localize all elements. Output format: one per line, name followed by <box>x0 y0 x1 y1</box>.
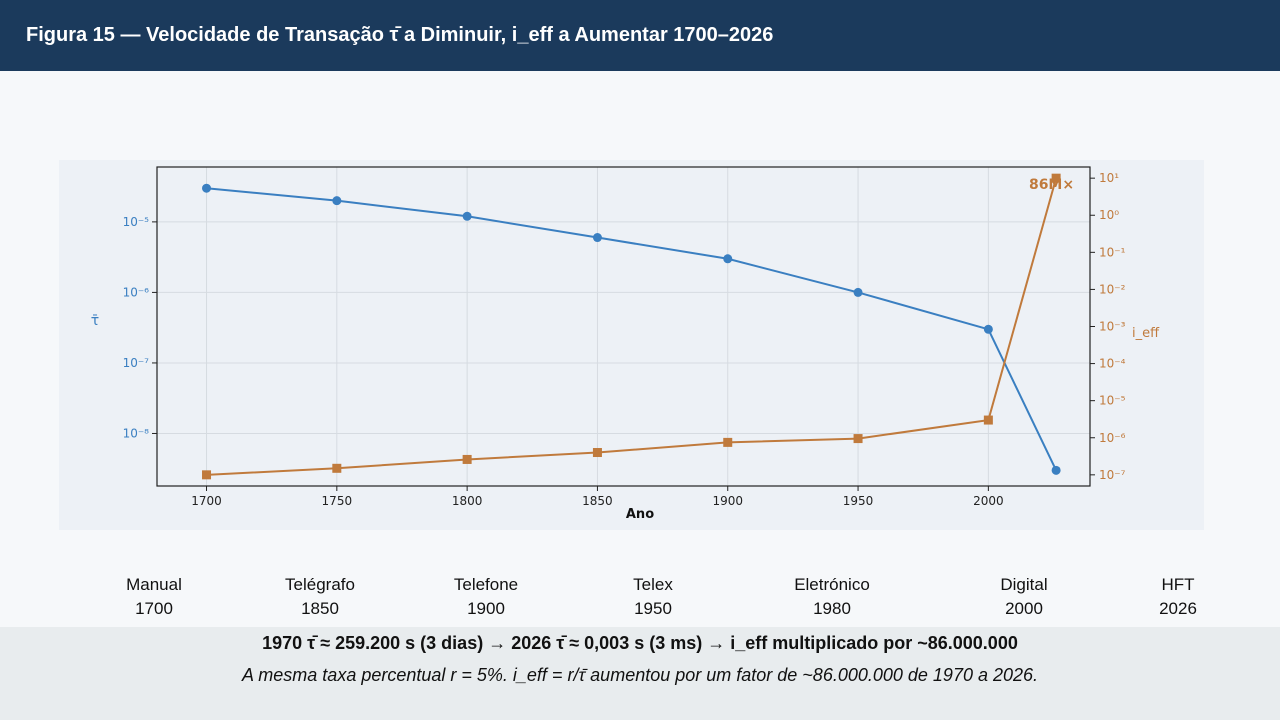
ieff-data-point <box>462 454 472 464</box>
x-tick-label: 1800 <box>452 494 483 508</box>
right-y-tick-label: 10⁻¹ <box>1099 245 1126 259</box>
right-y-tick-label: 10⁰ <box>1099 208 1119 222</box>
tau-data-point <box>723 254 733 264</box>
ieff-data-point <box>332 463 342 473</box>
stage-year: 1850 <box>301 599 339 618</box>
dual-axis-line-chart: 1700 1750 1800 1850 1900 1950 2000 10⁻⁵ 10⁻⁶ 10⁻⁷… <box>91 166 1160 522</box>
x-axis-title: Ano <box>626 507 654 522</box>
ieff-data-point <box>202 470 212 480</box>
right-y-tick-label: 10⁻⁴ <box>1099 357 1126 371</box>
left-y-tick-label: 10⁻⁸ <box>123 426 150 440</box>
stage-year: 1900 <box>467 599 505 618</box>
stage-name: Manual <box>126 575 182 594</box>
stage-telefone: Telefone 1900 <box>406 573 566 621</box>
stage-year: 2000 <box>1005 599 1043 618</box>
x-tick-label: 1950 <box>843 494 874 508</box>
tau-series-line <box>206 187 1058 471</box>
stage-year: 1700 <box>135 599 173 618</box>
stage-hft: HFT 2026 <box>1098 573 1258 621</box>
right-y-tick-label: 10⁻³ <box>1099 320 1126 334</box>
stage-name: Digital <box>1000 575 1048 594</box>
chart-panel: 1700 1750 1800 1850 1900 1950 2000 10⁻⁵ 10⁻⁶ 10⁻⁷… <box>59 160 1204 530</box>
tau-data-point <box>592 233 602 243</box>
ieff-data-point <box>592 448 602 458</box>
tau-data-point <box>853 287 863 297</box>
tau-data-point <box>332 196 342 206</box>
stage-telex: Telex 1950 <box>573 573 733 621</box>
stage-name: Telex <box>633 575 673 594</box>
x-tick-label: 1850 <box>582 494 613 508</box>
stage-manual: Manual 1700 <box>74 573 234 621</box>
note-text: A mesma taxa percentual r = 5%. i_eff = … <box>241 665 1039 685</box>
x-tick-label: 1750 <box>322 494 353 508</box>
left-y-axis-title: τ̄ <box>91 313 99 329</box>
tau-data-point <box>1051 465 1061 475</box>
ieff-data-point <box>983 415 993 425</box>
stage-name: Eletrónico <box>794 575 870 594</box>
x-tick-label: 1900 <box>712 494 743 508</box>
figure-title: Figura 15 — Velocidade de Transação τ̄ a… <box>26 24 774 46</box>
ieff-data-point <box>1051 173 1061 183</box>
plot-frame <box>156 166 1091 487</box>
tau-data-point <box>202 183 212 193</box>
stage-digital: Digital 2000 <box>944 573 1104 621</box>
right-y-tick-label: 10⁻² <box>1099 282 1126 296</box>
summary-text: 1970 τ̄ ≈ 259.200 s (3 dias) → 2026 τ̄ ≈… <box>262 633 1018 653</box>
footer-band: 1970 τ̄ ≈ 259.200 s (3 dias) → 2026 τ̄ ≈… <box>0 627 1280 720</box>
stage-telegrafo: Telégrafo 1850 <box>240 573 400 621</box>
right-y-tick-label: 10⁻⁷ <box>1099 468 1126 482</box>
left-y-tick-label: 10⁻⁷ <box>123 356 150 370</box>
stage-year: 1950 <box>634 599 672 618</box>
right-y-tick-label: 10¹ <box>1099 171 1119 185</box>
ieff-data-point <box>853 434 863 444</box>
tau-data-point <box>983 324 993 334</box>
left-y-tick-label: 10⁻⁶ <box>123 285 150 299</box>
right-y-axis-title: i_eff <box>1132 326 1160 341</box>
header-bar: Figura 15 — Velocidade de Transação τ̄ a… <box>0 0 1280 71</box>
stage-name: Telefone <box>453 575 519 594</box>
left-y-tick-label: 10⁻⁵ <box>123 215 150 229</box>
growth-annotation: 86M× <box>1029 177 1074 193</box>
x-tick-label: 1700 <box>191 494 222 508</box>
right-y-tick-label: 10⁻⁶ <box>1099 431 1126 445</box>
stage-year: 2026 <box>1159 599 1197 618</box>
stage-name: Telégrafo <box>285 575 355 594</box>
ieff-series-line <box>206 177 1058 476</box>
stage-name: HFT <box>1161 575 1195 594</box>
ieff-data-point <box>723 437 733 447</box>
x-tick-label: 2000 <box>973 494 1004 508</box>
stage-year: 1980 <box>813 599 851 618</box>
tau-data-point <box>462 211 472 221</box>
right-y-tick-label: 10⁻⁵ <box>1099 394 1126 408</box>
stage-eletronico: Eletrónico 1980 <box>752 573 912 621</box>
